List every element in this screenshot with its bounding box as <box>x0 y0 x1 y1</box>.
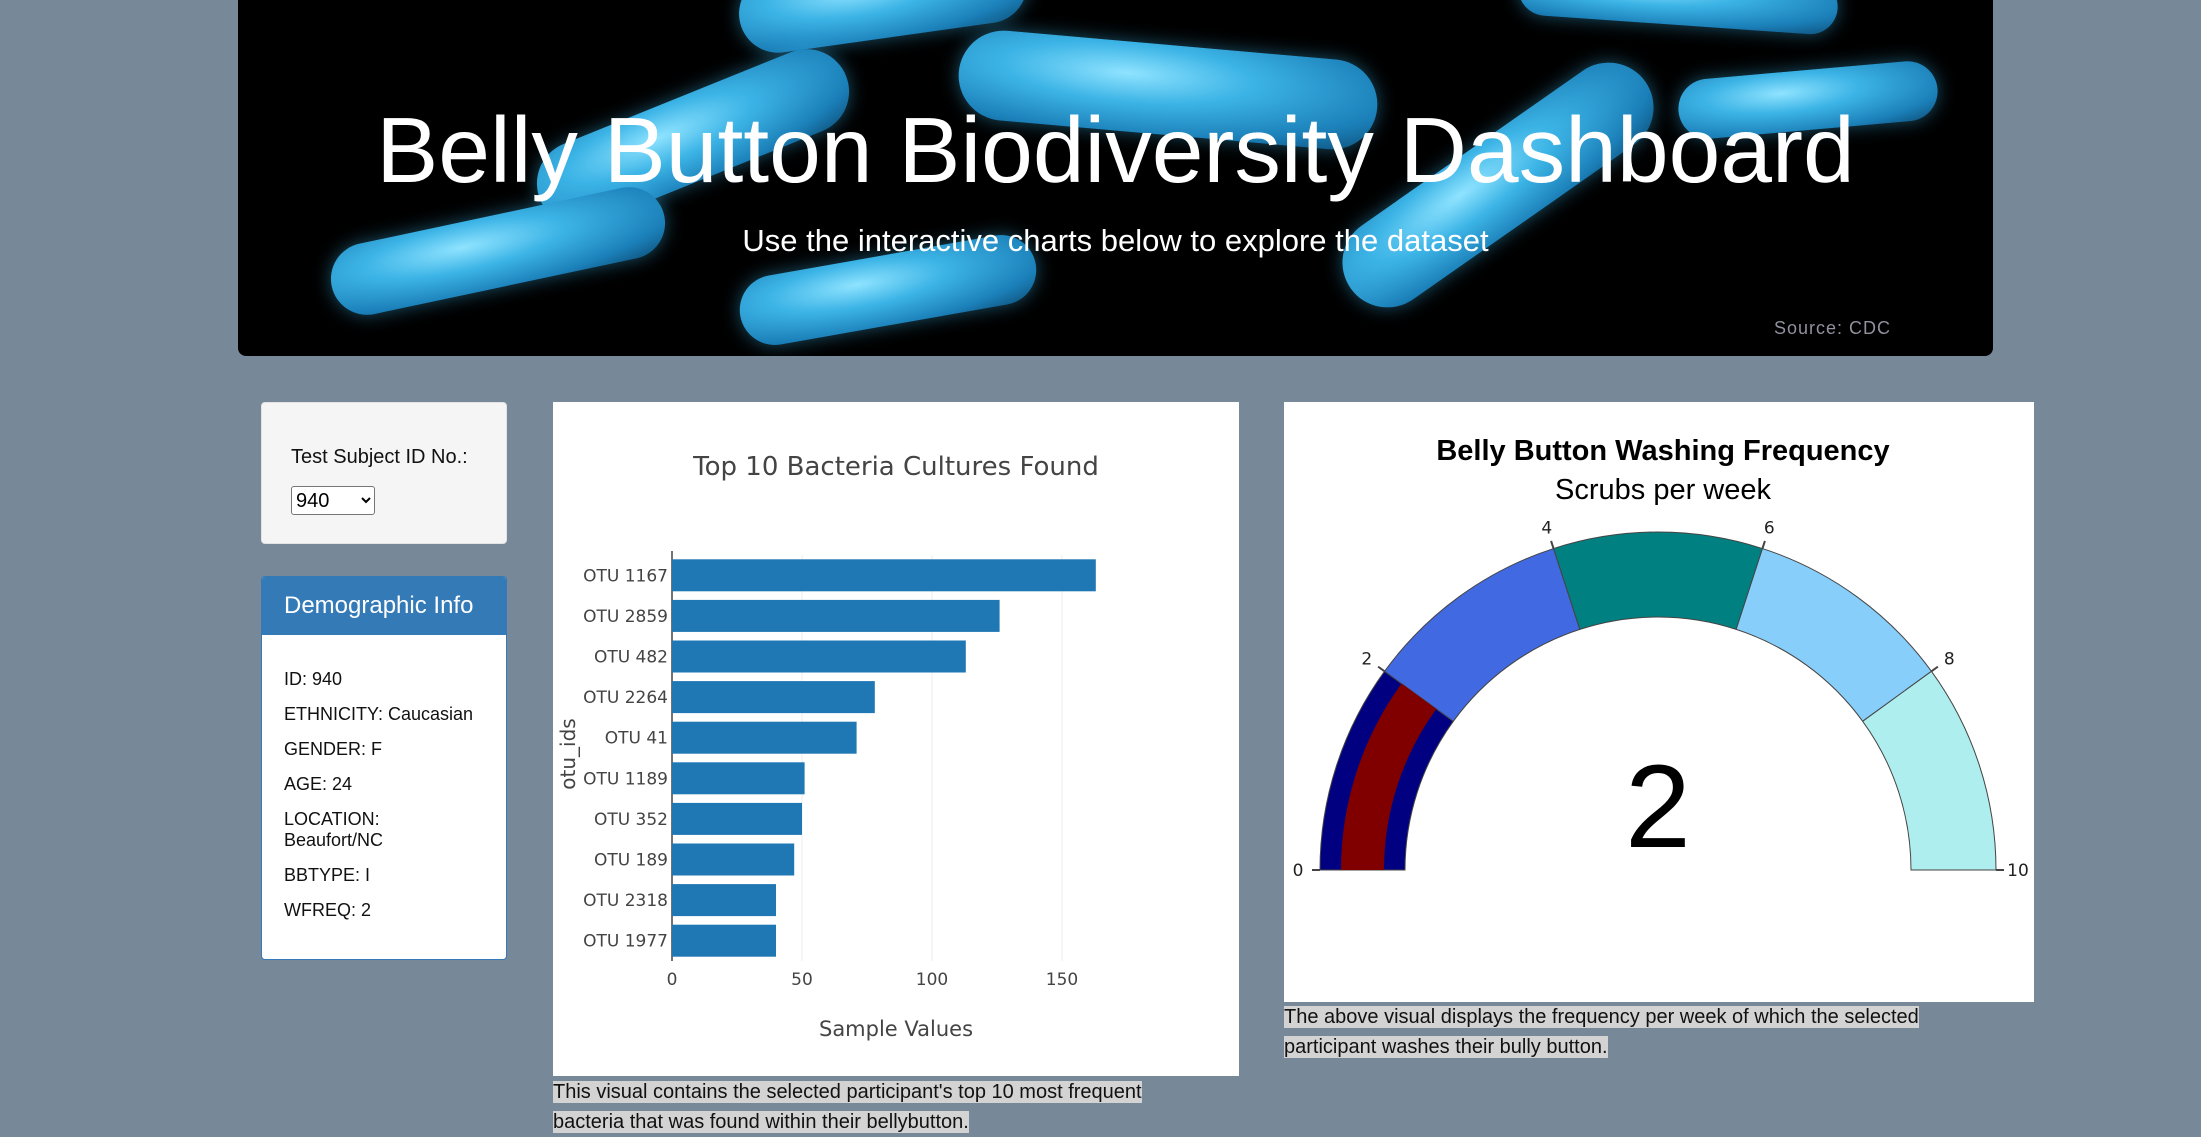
bar-chart-title: Top 10 Bacteria Cultures Found <box>692 452 1099 482</box>
bar-chart-ytick: OTU 2859 <box>583 607 668 627</box>
bar[interactable] <box>672 721 857 754</box>
demographic-gender: GENDER: F <box>284 739 383 759</box>
bar-chart-card: Top 10 Bacteria Cultures Found Sample Va… <box>553 402 1239 1076</box>
demographic-wfreq: WFREQ: 2 <box>284 900 372 920</box>
bar-chart-ytick: OTU 2264 <box>583 688 668 708</box>
gauge-tick <box>1550 540 1555 549</box>
bar[interactable] <box>672 884 776 917</box>
gauge-tick <box>1930 665 1939 673</box>
gauge-tick <box>1761 540 1766 549</box>
gauge-value: 2 <box>1625 741 1691 873</box>
demographic-bbtype: BBTYPE: I <box>284 865 371 885</box>
gauge-chart-card: Belly Button Washing Frequency Scrubs pe… <box>1284 402 2034 1002</box>
demographic-list: ID: 940 ETHNICITY: Caucasian GENDER: F A… <box>284 669 498 935</box>
header-banner: Belly Button Biodiversity Dashboard Use … <box>238 0 1993 356</box>
gauge-tick-label: 8 <box>1944 649 1955 669</box>
demographic-location: LOCATION: Beaufort/NC <box>284 809 384 850</box>
gauge-tick-label: 6 <box>1764 519 1775 539</box>
bar-chart[interactable]: Top 10 Bacteria Cultures Found Sample Va… <box>553 402 1239 1076</box>
page-title: Belly Button Biodiversity Dashboard <box>376 98 1855 202</box>
demographic-ethnicity: ETHNICITY: Caucasian <box>284 704 474 724</box>
bar[interactable] <box>672 924 776 957</box>
gauge-chart-caption: The above visual displays the frequency … <box>1284 1002 1974 1062</box>
demographic-age: AGE: 24 <box>284 774 353 794</box>
gauge-title: Belly Button Washing Frequency <box>1436 435 1889 467</box>
gauge-tick <box>1377 665 1386 673</box>
subject-id-label: Test Subject ID No.: <box>291 446 468 468</box>
gauge-tick-label: 0 <box>1293 861 1304 881</box>
bar-chart-ytick: OTU 189 <box>594 851 668 871</box>
subject-id-select[interactable]: 940 <box>291 486 375 515</box>
bar-chart-ytick: OTU 1167 <box>583 566 668 586</box>
gauge-tick-label: 4 <box>1541 519 1552 539</box>
gauge-chart-caption-text: The above visual displays the frequency … <box>1284 1006 1919 1058</box>
bar-chart-xtick: 0 <box>667 970 678 990</box>
bar-chart-ytick: OTU 352 <box>594 810 668 830</box>
bar[interactable] <box>672 762 805 795</box>
bacteria-image <box>1516 0 1840 37</box>
bar[interactable] <box>672 843 795 876</box>
bar-chart-ytick: OTU 1189 <box>583 769 668 789</box>
demographic-panel: Demographic Info ID: 940 ETHNICITY: Cauc… <box>261 576 507 960</box>
bar[interactable] <box>672 599 1000 632</box>
bar-chart-ylabel: otu_ids <box>556 718 580 789</box>
bar-chart-xtick: 50 <box>791 970 813 990</box>
page-subtitle: Use the interactive charts below to expl… <box>742 223 1489 258</box>
bar-chart-ytick: OTU 482 <box>594 648 668 668</box>
gauge-subtitle: Scrubs per week <box>1555 474 1771 506</box>
bar[interactable] <box>672 559 1096 592</box>
gauge-chart[interactable]: Belly Button Washing Frequency Scrubs pe… <box>1284 402 2034 1002</box>
gauge-tick-label: 2 <box>1361 649 1372 669</box>
gauge-value-bar <box>1341 683 1437 870</box>
bar-chart-ytick: OTU 2318 <box>583 891 668 911</box>
image-source-credit: Source: CDC <box>1773 318 1891 338</box>
demographic-panel-title: Demographic Info <box>262 577 506 635</box>
demographic-id: ID: 940 <box>284 669 343 689</box>
bar-chart-caption: This visual contains the selected partic… <box>553 1077 1193 1137</box>
bar-chart-ytick: OTU 41 <box>605 729 668 749</box>
bar-chart-xlabel: Sample Values <box>819 1017 973 1041</box>
bar-chart-xtick: 150 <box>1046 970 1078 990</box>
bar[interactable] <box>672 640 966 673</box>
bar-chart-caption-text: This visual contains the selected partic… <box>553 1081 1142 1133</box>
bar[interactable] <box>672 802 802 835</box>
bar-chart-xtick: 100 <box>916 970 948 990</box>
bar-chart-ytick: OTU 1977 <box>583 932 668 952</box>
gauge-step <box>1552 531 1764 631</box>
subject-selector-panel: Test Subject ID No.: 940 <box>261 402 507 544</box>
gauge-tick-label: 10 <box>2007 861 2029 881</box>
bar[interactable] <box>672 681 875 714</box>
